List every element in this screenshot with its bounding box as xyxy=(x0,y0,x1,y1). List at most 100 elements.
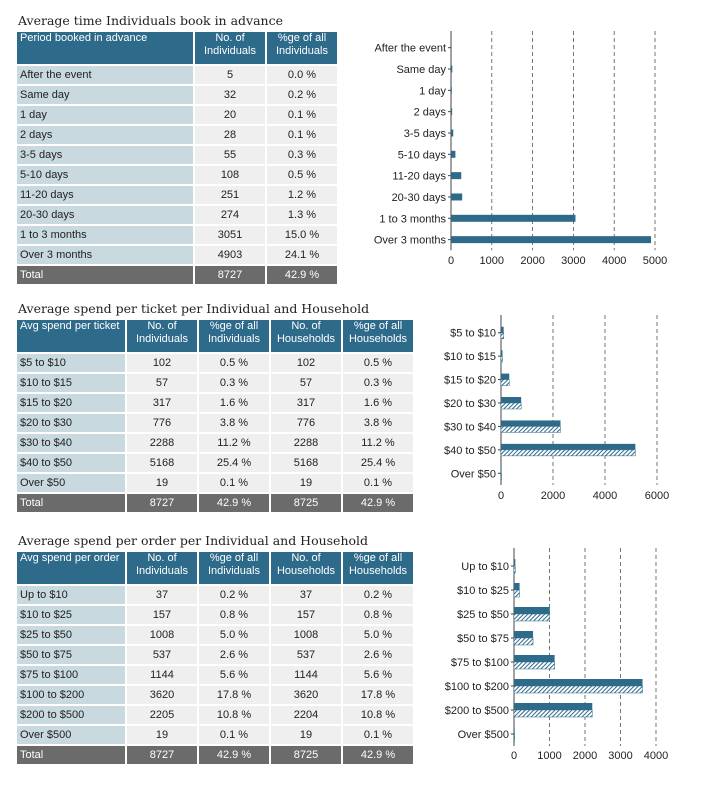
x-tick-label: 3000 xyxy=(608,750,632,762)
bar xyxy=(451,214,576,222)
table-row: $50 to $75 537 2.6 % 537 2.6 % xyxy=(17,646,413,664)
x-tick-label: 5000 xyxy=(643,255,667,267)
table-row: $15 to $20 317 1.6 % 317 1.6 % xyxy=(17,394,413,412)
table-row: Up to $10 37 0.2 % 37 0.2 % xyxy=(17,586,413,604)
y-category-label: $25 to $50 xyxy=(457,609,509,621)
cell: 1.3 % xyxy=(265,206,337,224)
y-category-label: 1 to 3 months xyxy=(379,213,446,225)
y-category-label: $200 to $500 xyxy=(445,705,509,717)
advance-booking-table: Period booked in advance No. of Individu… xyxy=(17,30,337,286)
cell: 251 xyxy=(193,186,265,204)
table-row: $10 to $15 57 0.3 % 57 0.3 % xyxy=(17,374,413,392)
cell: 157 xyxy=(125,606,197,624)
cell: 0.5 % xyxy=(265,166,337,184)
bar xyxy=(514,703,593,710)
cell: 1008 xyxy=(125,626,197,644)
y-category-label: 1 day xyxy=(419,85,446,97)
table-row: Over 3 months 4903 24.1 % xyxy=(17,246,337,264)
cell: 57 xyxy=(269,374,341,392)
cell: $10 to $25 xyxy=(17,606,125,624)
cell: 3.8 % xyxy=(341,414,413,432)
cell: 15.0 % xyxy=(265,226,337,244)
cell: Total xyxy=(17,494,125,512)
cell: 28 xyxy=(193,126,265,144)
cell: 8725 xyxy=(269,746,341,764)
cell: 3-5 days xyxy=(17,146,193,164)
bar xyxy=(500,473,502,480)
cell: 317 xyxy=(125,394,197,412)
cell: 0.1 % xyxy=(197,726,269,744)
table-row: $25 to $50 1008 5.0 % 1008 5.0 % xyxy=(17,626,413,644)
cell: 32 xyxy=(193,86,265,104)
cell: 0.2 % xyxy=(265,86,337,104)
y-category-label: Up to $10 xyxy=(461,561,509,573)
table-row: 11-20 days 251 1.2 % xyxy=(17,186,337,204)
cell: 3620 xyxy=(125,686,197,704)
cell: 274 xyxy=(193,206,265,224)
cell: 25.4 % xyxy=(197,454,269,472)
bar xyxy=(501,420,561,427)
y-category-label: $10 to $15 xyxy=(444,351,496,363)
bar xyxy=(513,565,516,574)
cell: Over $50 xyxy=(17,474,125,492)
bar xyxy=(451,65,453,73)
cell: 19 xyxy=(269,726,341,744)
bar xyxy=(500,426,561,433)
bar xyxy=(500,355,503,363)
cell: 5 xyxy=(193,66,265,84)
cell: 2204 xyxy=(269,706,341,724)
column-header: %ge of all Individuals xyxy=(197,320,269,352)
cell: 2.6 % xyxy=(341,646,413,664)
bar xyxy=(513,589,520,598)
cell: Over $500 xyxy=(17,726,125,744)
y-category-label: Over 3 months xyxy=(374,235,447,247)
cell: 0.3 % xyxy=(197,374,269,392)
bar xyxy=(514,559,516,566)
cell: 0.1 % xyxy=(265,106,337,124)
cell: 2288 xyxy=(269,434,341,452)
cell: Same day xyxy=(17,86,193,104)
table-row: After the event 5 0.0 % xyxy=(17,66,337,84)
cell: 5.0 % xyxy=(341,626,413,644)
cell: $50 to $75 xyxy=(17,646,125,664)
bar xyxy=(500,332,504,339)
bar xyxy=(513,613,551,622)
x-tick-label: 2000 xyxy=(573,750,597,762)
column-header: %ge of all Individuals xyxy=(265,32,337,64)
bar xyxy=(514,655,555,662)
cell: 42.9 % xyxy=(341,746,413,764)
x-tick-label: 1000 xyxy=(537,750,561,762)
cell: $20 to $30 xyxy=(17,414,125,432)
column-header: No. of Households xyxy=(269,320,341,352)
column-header: Period booked in advance xyxy=(17,32,193,64)
cell: 17.8 % xyxy=(341,686,413,704)
cell: 0.3 % xyxy=(341,374,413,392)
y-category-label: $10 to $25 xyxy=(457,585,509,597)
table-row: Over $500 19 0.1 % 19 0.1 % xyxy=(17,726,413,744)
cell: 108 xyxy=(193,166,265,184)
cell: 37 xyxy=(269,586,341,604)
column-header: No. of Individuals xyxy=(193,32,265,64)
cell: 1.2 % xyxy=(265,186,337,204)
cell: $30 to $40 xyxy=(17,434,125,452)
cell: 19 xyxy=(125,474,197,492)
cell: 2 days xyxy=(17,126,193,144)
cell: 102 xyxy=(269,354,341,372)
cell: 5.0 % xyxy=(197,626,269,644)
bar xyxy=(513,709,593,718)
cell: 3620 xyxy=(269,686,341,704)
column-header: No. of Households xyxy=(269,552,341,584)
cell: 537 xyxy=(269,646,341,664)
cell: $100 to $200 xyxy=(17,686,125,704)
column-header: No. of Individuals xyxy=(125,320,197,352)
table-row: $5 to $10 102 0.5 % 102 0.5 % xyxy=(17,354,413,372)
y-category-label: 20-30 days xyxy=(392,192,447,204)
column-header: %ge of all Households xyxy=(341,552,413,584)
bar xyxy=(500,402,522,410)
table-header-row: Period booked in advance No. of Individu… xyxy=(17,32,337,64)
cell: 5168 xyxy=(269,454,341,472)
x-tick-label: 3000 xyxy=(561,255,585,267)
cell: 3051 xyxy=(193,226,265,244)
x-tick-label: 4000 xyxy=(593,490,617,502)
cell: Over 3 months xyxy=(17,246,193,264)
